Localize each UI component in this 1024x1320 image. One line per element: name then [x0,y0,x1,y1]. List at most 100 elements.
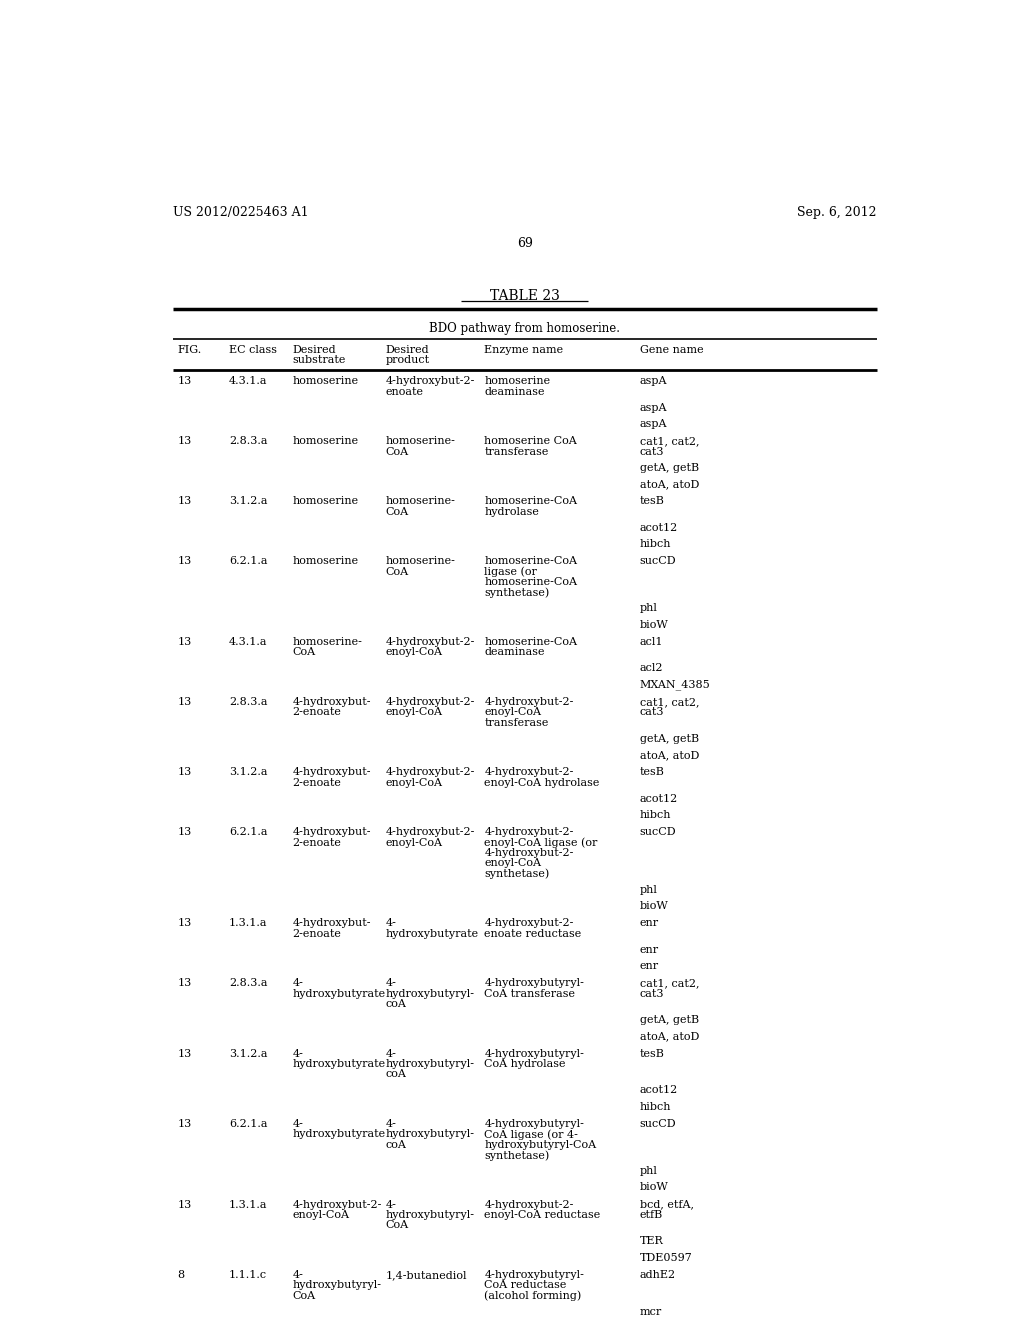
Text: homoserine-CoA: homoserine-CoA [484,636,578,647]
Text: 13: 13 [177,496,191,506]
Text: 4-: 4- [292,1119,303,1129]
Text: TDE0597: TDE0597 [640,1253,692,1263]
Text: hydrolase: hydrolase [484,507,540,516]
Text: enoyl-CoA ligase (or: enoyl-CoA ligase (or [484,837,598,847]
Text: 3.1.2.a: 3.1.2.a [228,767,267,777]
Text: homoserine: homoserine [292,436,358,446]
Text: enoyl-CoA: enoyl-CoA [385,708,442,717]
Text: Sep. 6, 2012: Sep. 6, 2012 [797,206,877,219]
Text: enoyl-CoA: enoyl-CoA [292,1210,349,1220]
Text: CoA: CoA [385,446,409,457]
Text: atoA, atoD: atoA, atoD [640,750,698,760]
Text: 13: 13 [177,436,191,446]
Text: sucCD: sucCD [640,828,676,837]
Text: (alcohol forming): (alcohol forming) [484,1291,582,1302]
Text: aspA: aspA [640,376,667,387]
Text: CoA: CoA [385,1221,409,1230]
Text: 13: 13 [177,1119,191,1129]
Text: hydroxybutyryl-: hydroxybutyryl- [385,989,474,998]
Text: enr: enr [640,945,658,954]
Text: 13: 13 [177,978,191,989]
Text: 2-enoate: 2-enoate [292,929,341,939]
Text: 2-enoate: 2-enoate [292,837,341,847]
Text: US 2012/0225463 A1: US 2012/0225463 A1 [173,206,308,219]
Text: 2-enoate: 2-enoate [292,708,341,717]
Text: homoserine-CoA: homoserine-CoA [484,496,578,506]
Text: acot12: acot12 [640,523,678,533]
Text: hibch: hibch [640,809,671,820]
Text: cat1, cat2,: cat1, cat2, [640,436,699,446]
Text: 4-hydroxybut-2-: 4-hydroxybut-2- [385,767,475,777]
Text: 8: 8 [177,1270,184,1280]
Text: CoA transferase: CoA transferase [484,989,575,998]
Text: enoyl-CoA: enoyl-CoA [484,708,542,717]
Text: 13: 13 [177,1048,191,1059]
Text: Enzyme name: Enzyme name [484,345,563,355]
Text: CoA: CoA [292,647,315,657]
Text: hydroxybutyryl-: hydroxybutyryl- [385,1129,474,1139]
Text: 4-hydroxybut-2-: 4-hydroxybut-2- [385,697,475,706]
Text: acot12: acot12 [640,793,678,804]
Text: atoA, atoD: atoA, atoD [640,479,698,488]
Text: coA: coA [385,1069,407,1080]
Text: 4.3.1.a: 4.3.1.a [228,376,267,387]
Text: 13: 13 [177,376,191,387]
Text: 4-hydroxybut-: 4-hydroxybut- [292,919,371,928]
Text: bioW: bioW [640,902,669,911]
Text: 13: 13 [177,697,191,706]
Text: 4-hydroxybutyryl-: 4-hydroxybutyryl- [484,978,585,989]
Text: tesB: tesB [640,1048,665,1059]
Text: 13: 13 [177,556,191,566]
Text: 4-hydroxybut-2-: 4-hydroxybut-2- [484,847,573,858]
Text: tesB: tesB [640,767,665,777]
Text: acot12: acot12 [640,1085,678,1096]
Text: adhE2: adhE2 [640,1270,676,1280]
Text: CoA hydrolase: CoA hydrolase [484,1059,566,1069]
Text: 4-hydroxybut-2-: 4-hydroxybut-2- [484,767,573,777]
Text: product: product [385,355,429,366]
Text: 4-: 4- [385,1119,396,1129]
Text: CoA: CoA [385,507,409,516]
Text: aspA: aspA [640,403,667,413]
Text: enoyl-CoA: enoyl-CoA [385,837,442,847]
Text: 4-hydroxybut-2-: 4-hydroxybut-2- [385,828,475,837]
Text: cat3: cat3 [640,446,664,457]
Text: 4-hydroxybut-2-: 4-hydroxybut-2- [385,376,475,387]
Text: 13: 13 [177,828,191,837]
Text: 2-enoate: 2-enoate [292,777,341,788]
Text: hydroxybutyryl-: hydroxybutyryl- [292,1280,381,1291]
Text: deaminase: deaminase [484,647,545,657]
Text: 4-hydroxybut-2-: 4-hydroxybut-2- [484,919,573,928]
Text: homoserine: homoserine [484,376,551,387]
Text: Gene name: Gene name [640,345,703,355]
Text: sucCD: sucCD [640,1119,676,1129]
Text: homoserine-: homoserine- [292,636,362,647]
Text: homoserine CoA: homoserine CoA [484,436,578,446]
Text: 1.3.1.a: 1.3.1.a [228,1200,267,1209]
Text: 4-hydroxybutyryl-: 4-hydroxybutyryl- [484,1119,585,1129]
Text: 4-hydroxybut-2-: 4-hydroxybut-2- [385,636,475,647]
Text: 4-: 4- [385,919,396,928]
Text: 4-hydroxybut-2-: 4-hydroxybut-2- [484,1200,573,1209]
Text: 1,4-butanediol: 1,4-butanediol [385,1270,467,1280]
Text: hydroxybutyrate: hydroxybutyrate [292,1059,385,1069]
Text: 6.2.1.a: 6.2.1.a [228,556,267,566]
Text: coA: coA [385,1139,407,1150]
Text: 6.2.1.a: 6.2.1.a [228,1119,267,1129]
Text: CoA ligase (or 4-: CoA ligase (or 4- [484,1129,579,1139]
Text: synthetase): synthetase) [484,587,550,598]
Text: phl: phl [640,884,657,895]
Text: bioW: bioW [640,1183,669,1192]
Text: 4-hydroxybut-: 4-hydroxybut- [292,767,371,777]
Text: enoyl-CoA reductase: enoyl-CoA reductase [484,1210,601,1220]
Text: 4-: 4- [292,978,303,989]
Text: 2.8.3.a: 2.8.3.a [228,697,267,706]
Text: homoserine-: homoserine- [385,496,456,506]
Text: enoyl-CoA: enoyl-CoA [484,858,542,869]
Text: synthetase): synthetase) [484,1150,550,1160]
Text: homoserine: homoserine [292,556,358,566]
Text: 2.8.3.a: 2.8.3.a [228,436,267,446]
Text: 4-: 4- [385,1200,396,1209]
Text: 4.3.1.a: 4.3.1.a [228,636,267,647]
Text: cat3: cat3 [640,989,664,998]
